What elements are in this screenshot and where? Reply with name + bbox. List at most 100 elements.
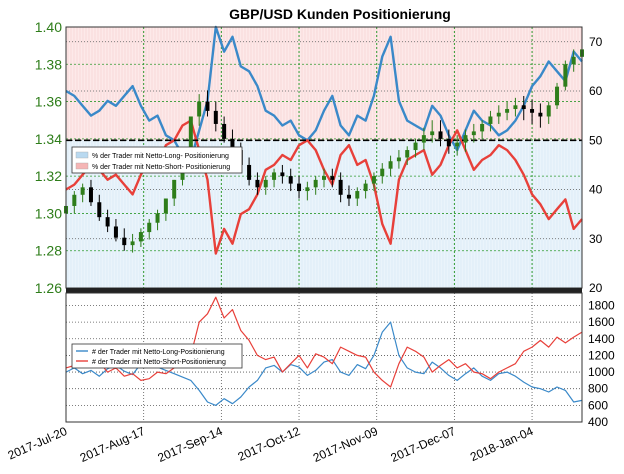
candle-body: [438, 131, 443, 139]
candle-body: [155, 213, 160, 223]
candle-body: [105, 217, 110, 227]
count-tick-label: 1800: [588, 298, 615, 312]
percent-tick-label: 30: [589, 232, 603, 246]
candle-body: [555, 86, 560, 106]
candle-body: [188, 116, 193, 154]
x-tick-label: 2018-Jan-04: [468, 424, 536, 464]
candle-body: [380, 168, 385, 177]
candle-body: [222, 123, 227, 139]
count-tick-label: 1200: [588, 348, 615, 362]
legend-swatch: [75, 151, 89, 159]
count-frame: [65, 292, 583, 423]
percent-tick-label: 40: [589, 183, 603, 197]
price-tick-label: 1.40: [35, 19, 62, 35]
chart-title: GBP/USD Kunden Positionierung: [229, 6, 451, 22]
x-tick-label: 2017-Jul-20: [6, 424, 70, 463]
candle-body: [571, 56, 576, 65]
candle-body: [297, 183, 302, 192]
candle-body: [163, 198, 168, 214]
legend-label: # der Trader mit Netto-Long-Positionieru…: [92, 349, 225, 356]
candle-body: [255, 179, 260, 188]
x-axis-ticks: 2017-Jul-20 2017-Aug-17 2017-Sep-14 2017-Oc…: [6, 424, 536, 465]
candle-body: [113, 226, 118, 238]
legend-box: [71, 343, 243, 369]
price-tick-label: 1.34: [35, 131, 62, 147]
candle-body: [122, 237, 127, 246]
candle-body: [322, 176, 326, 180]
candle-body: [147, 222, 152, 233]
legend-box: [71, 146, 243, 174]
candle-body: [72, 194, 77, 206]
price-tick-label: 1.28: [35, 243, 62, 259]
candle-body: [355, 191, 360, 199]
sentiment-panel: 1.26 1.28 1.30 1.32 1.34 1.36 1.38 1.40 20 30 40 50…: [35, 19, 603, 296]
candle-body: [280, 172, 285, 177]
count-tick-label: 400: [588, 415, 608, 429]
candle-body: [446, 138, 451, 147]
candle-body: [263, 179, 268, 188]
panel-separator: [66, 288, 582, 293]
legend-label: % der Trader mit Netto-Long- Positionier…: [92, 153, 229, 160]
price-tick-label: 1.32: [35, 168, 62, 184]
x-tick-label: 2017-Nov-09: [311, 424, 380, 465]
candle-body: [313, 179, 318, 188]
trader-count-legend: # der Trader mit Netto-Long-Positionieru…: [71, 343, 243, 369]
candle-body: [213, 110, 218, 124]
candle-body: [505, 109, 510, 113]
candle-body: [488, 116, 493, 124]
price-tick-label: 1.30: [35, 205, 62, 221]
candle-body: [496, 112, 501, 117]
candle-body: [288, 176, 293, 184]
candle-body: [471, 131, 476, 136]
candle-body: [338, 179, 343, 195]
sentiment-legend: % der Trader mit Netto-Long- Positionier…: [71, 146, 243, 174]
candle-body: [138, 232, 143, 242]
candle-body: [80, 187, 85, 195]
candle-body: [130, 241, 135, 246]
count-tick-label: 600: [588, 398, 608, 412]
percent-tick-label: 60: [589, 84, 603, 98]
candle-body: [521, 105, 526, 110]
candle-body: [463, 135, 468, 143]
candle-body: [305, 187, 310, 192]
candle-body: [363, 183, 368, 192]
net-long-percent-line: [65, 25, 583, 162]
x-tick-label: 2017-Sep-14: [155, 424, 224, 465]
net-short-count-line: [65, 296, 583, 388]
candle-body: [330, 176, 335, 180]
candle-body: [88, 187, 93, 203]
candle-body: [272, 172, 277, 180]
legend-swatch: [75, 162, 89, 170]
count-tick-label: 1400: [588, 332, 615, 346]
candle-body: [513, 105, 518, 110]
candle-body: [546, 105, 551, 117]
count-tick-label: 800: [588, 382, 608, 396]
candle-body: [413, 142, 418, 151]
candle-body: [396, 157, 401, 162]
candle-body: [563, 64, 568, 87]
candle-body: [430, 131, 435, 136]
candle-body: [388, 161, 393, 169]
x-tick-label: 2017-Oct-12: [236, 424, 303, 464]
percent-tick-label: 20: [589, 281, 603, 295]
candle-body: [405, 150, 410, 158]
candle-body: [97, 202, 102, 218]
x-tick-label: 2017-Dec-07: [389, 424, 458, 465]
x-tick-label: 2017-Aug-17: [78, 424, 147, 465]
legend-label: % der Trader mit Netto-Short- Positionie…: [92, 164, 230, 171]
legend-label: # der Trader mit Netto-Short-Positionier…: [92, 359, 226, 366]
count-tick-label: 1600: [588, 315, 615, 329]
price-tick-label: 1.36: [35, 94, 62, 110]
candle-body: [230, 138, 235, 151]
price-tick-label: 1.38: [35, 56, 62, 72]
candle-body: [197, 101, 202, 117]
percent-tick-label: 70: [589, 35, 603, 49]
candle-body: [480, 123, 485, 132]
count-tick-label: 1000: [588, 365, 615, 379]
candle-body: [455, 142, 460, 147]
price-tick-label: 1.26: [35, 280, 62, 296]
candle-body: [371, 176, 376, 184]
candle-body: [346, 194, 351, 199]
percent-tick-label: 50: [589, 133, 603, 147]
